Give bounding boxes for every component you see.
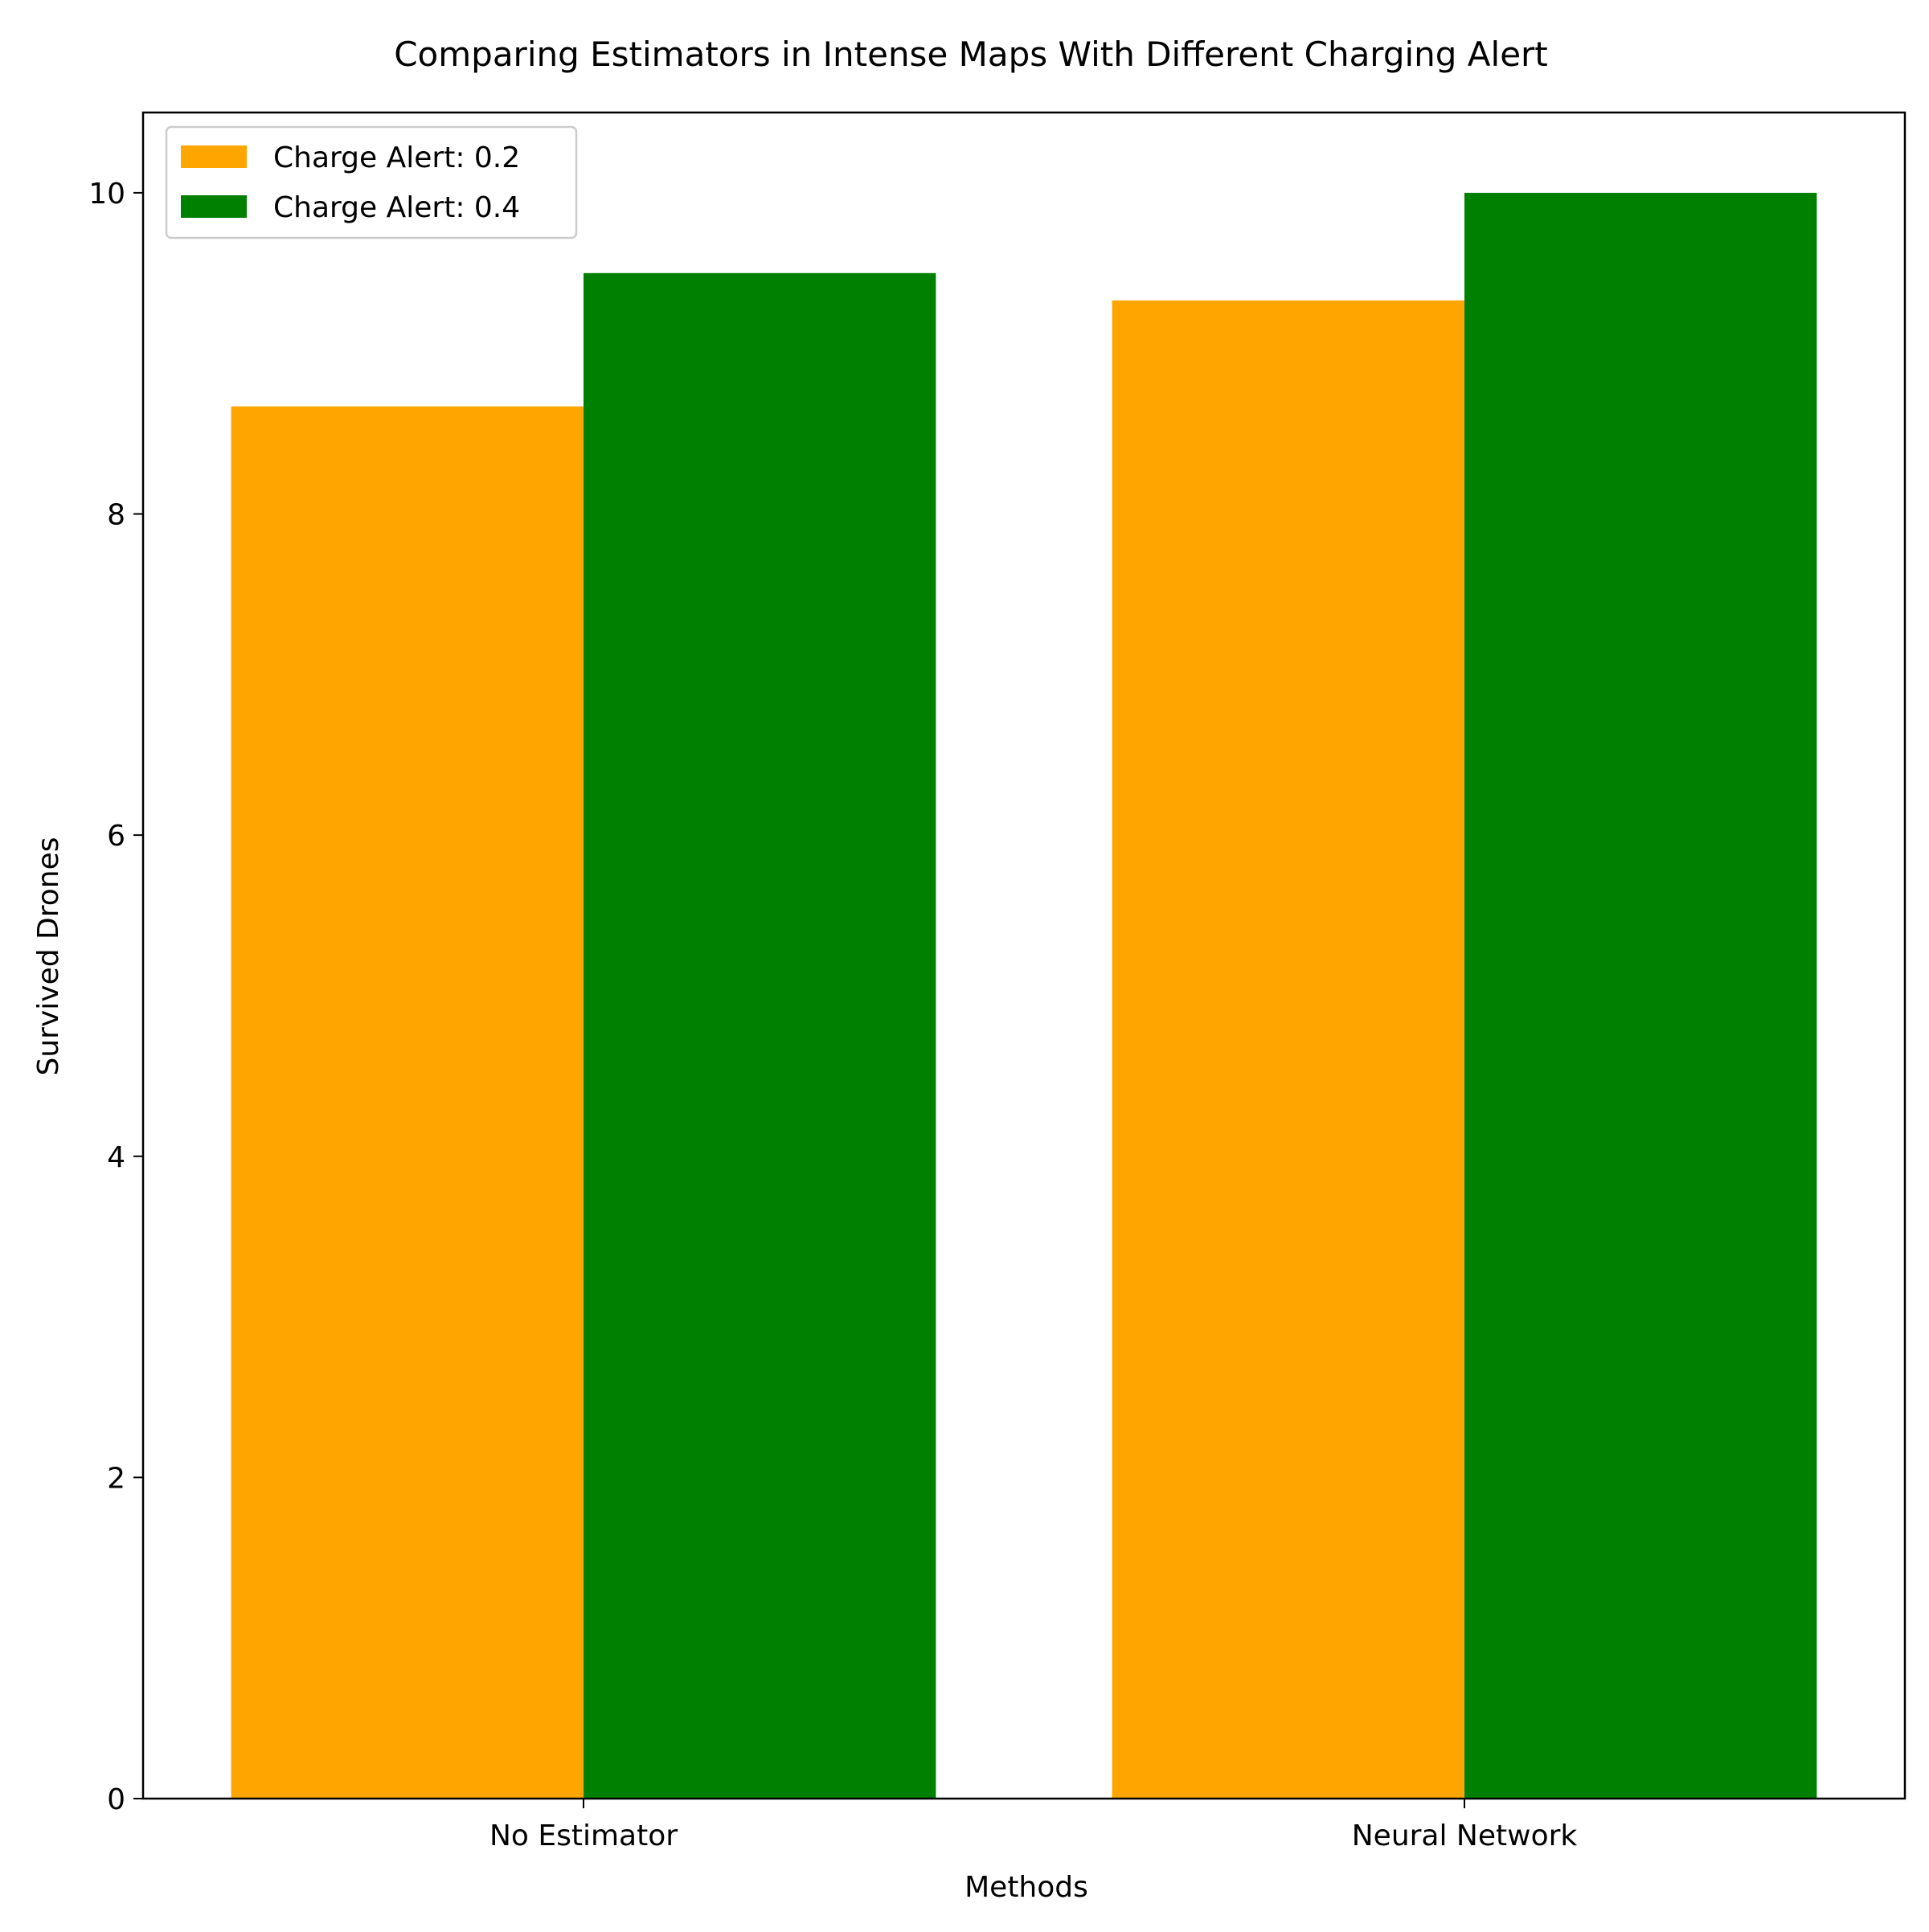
- bar-no-estimator-charge-alert-0-2: [231, 406, 584, 1799]
- bar-neural-network-charge-alert-0-2: [1112, 300, 1464, 1799]
- y-tick-label: 8: [107, 499, 125, 532]
- y-axis-label: Survived Drones: [32, 837, 65, 1076]
- bar-neural-network-charge-alert-0-4: [1464, 192, 1817, 1799]
- legend-frame: [165, 125, 578, 239]
- legend: Charge Alert: 0.2 Charge Alert: 0.4: [165, 125, 578, 239]
- y-axis-ticks: 0 2 4 6 8 10: [88, 178, 143, 1816]
- x-tick-label-no-estimator: No Estimator: [489, 1819, 678, 1852]
- x-axis-ticks: No Estimator Neural Network: [489, 1799, 1577, 1852]
- chart-title: Comparing Estimators in Intense Maps Wit…: [394, 35, 1548, 74]
- y-tick-label: 6: [107, 820, 125, 853]
- bars-layer: [231, 192, 1817, 1799]
- plot-frame: [141, 111, 1906, 1800]
- y-tick-label: 2: [107, 1462, 125, 1495]
- y-tick-label: 10: [88, 178, 125, 211]
- x-tick-label-neural-network: Neural Network: [1352, 1819, 1578, 1852]
- legend-swatch-charge-alert-0-4: [181, 195, 247, 218]
- bar-no-estimator-charge-alert-0-4: [584, 272, 936, 1799]
- y-tick-label: 4: [107, 1141, 125, 1174]
- y-tick-label: 0: [107, 1783, 125, 1816]
- x-axis-label: Methods: [964, 1871, 1088, 1904]
- legend-swatch-charge-alert-0-2: [181, 145, 247, 168]
- legend-label-charge-alert-0-2: Charge Alert: 0.2: [273, 141, 520, 174]
- legend-label-charge-alert-0-4: Charge Alert: 0.4: [273, 191, 520, 224]
